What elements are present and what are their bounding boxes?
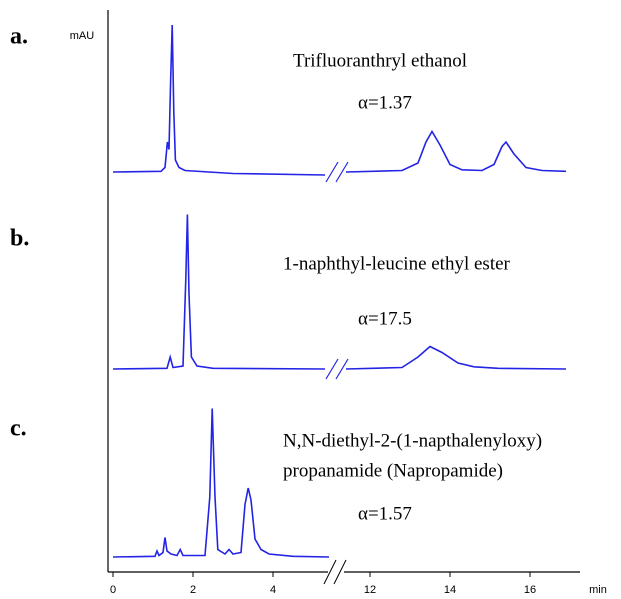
annotation: α=1.37 [358,92,412,113]
panel-title: 1-naphthyl-leucine ethyl ester [283,253,511,274]
x-tick-label: 2 [190,584,196,596]
x-tick-label: 0 [110,584,116,596]
trace [112,24,567,176]
annotation: α=1.57 [358,503,412,524]
axis-break-gap [328,560,344,584]
panel-title: Trifluoranthryl ethanol [293,50,467,71]
trace [112,408,330,558]
x-tick-label: 16 [524,584,536,596]
x-tick-label: 14 [444,584,456,596]
trace-break [325,161,349,183]
y-axis-label: mAU [70,30,95,42]
x-axis-label: min [589,584,607,596]
x-tick-label: 4 [270,584,276,596]
x-tick-label: 12 [364,584,376,596]
panel-label: a. [10,24,28,50]
panel-title: propanamide (Napropamide) [283,460,503,481]
trace [112,214,567,370]
panel-title: N,N-diethyl-2-(1-napthalenyloxy) [283,430,542,451]
panel-label: b. [10,226,29,252]
annotation: α=17.5 [358,308,412,329]
axis-break [323,559,347,585]
panel-label: c. [10,416,27,442]
trace-break [325,358,349,380]
